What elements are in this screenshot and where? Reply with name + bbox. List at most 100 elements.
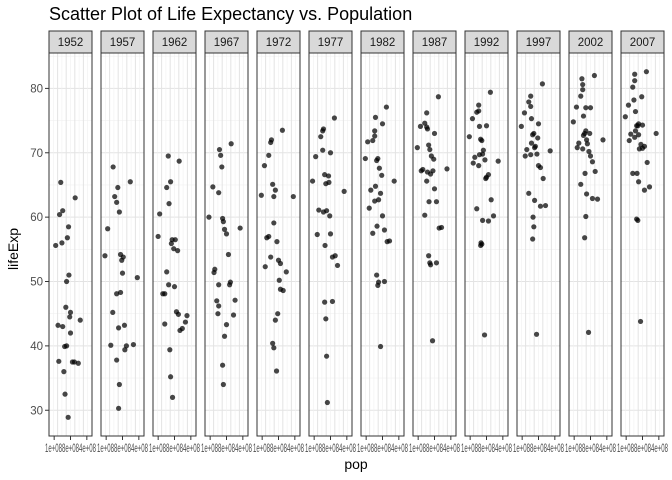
data-point xyxy=(574,145,580,151)
data-point xyxy=(323,316,329,322)
data-point xyxy=(584,137,590,143)
data-point xyxy=(102,253,108,259)
data-point xyxy=(309,178,316,184)
data-point xyxy=(220,381,226,388)
data-point xyxy=(431,130,438,137)
data-point xyxy=(175,311,181,317)
y-axis-title: lifeExp xyxy=(5,228,21,270)
facet-strip-label: 1987 xyxy=(422,37,448,49)
facet-panel-1962: 1962 1e+088e+084e+08 xyxy=(149,30,200,455)
data-point xyxy=(120,254,126,260)
x-tick-label: 1e+088e+084e+08 xyxy=(45,443,96,455)
data-point xyxy=(537,164,544,171)
x-tick-label: 1e+088e+084e+08 xyxy=(617,443,668,455)
data-point xyxy=(483,123,490,129)
data-point xyxy=(277,286,284,292)
data-point xyxy=(374,272,380,278)
facet-panel-1952: 1952 1e+088e+084e+08 xyxy=(45,30,96,455)
data-point xyxy=(272,187,278,193)
data-point xyxy=(221,226,228,232)
data-point xyxy=(431,186,438,192)
x-tick-label: 1e+088e+084e+08 xyxy=(253,443,304,455)
data-point xyxy=(320,147,326,153)
data-point xyxy=(483,175,489,182)
data-point xyxy=(417,123,424,129)
data-point xyxy=(64,278,70,285)
data-point xyxy=(116,381,122,388)
data-point xyxy=(271,193,277,200)
data-point xyxy=(341,188,347,194)
data-point xyxy=(266,152,272,158)
data-point xyxy=(167,347,173,353)
data-point xyxy=(470,160,476,166)
data-point xyxy=(214,298,220,304)
data-point xyxy=(424,110,430,116)
data-point xyxy=(63,304,69,310)
data-point xyxy=(372,133,378,139)
data-point xyxy=(528,152,534,158)
data-point xyxy=(420,166,426,173)
facet-strip-label: 1997 xyxy=(526,37,552,49)
data-point xyxy=(424,169,431,175)
data-point xyxy=(480,147,486,153)
x-tick-label: 1e+088e+084e+08 xyxy=(565,443,616,455)
data-point xyxy=(430,168,436,174)
data-point xyxy=(466,134,472,140)
data-point xyxy=(533,331,540,337)
data-point xyxy=(377,343,384,350)
data-point xyxy=(75,360,81,366)
y-tick-label: 40 xyxy=(30,341,43,353)
data-point xyxy=(261,163,268,169)
data-point xyxy=(220,362,226,368)
data-point xyxy=(637,318,644,325)
data-point xyxy=(127,179,133,185)
data-point xyxy=(431,156,437,162)
data-point xyxy=(379,121,386,127)
data-point xyxy=(327,213,333,219)
data-point xyxy=(653,130,659,137)
data-point xyxy=(587,130,593,137)
data-point xyxy=(482,157,488,163)
data-point xyxy=(424,178,430,184)
data-point xyxy=(164,184,170,191)
facet-panel-1967: 1967 1e+088e+084e+08 xyxy=(201,30,252,455)
data-point xyxy=(115,184,121,191)
data-point xyxy=(600,137,606,143)
data-point xyxy=(66,272,72,278)
data-point xyxy=(56,211,63,218)
data-point xyxy=(522,153,528,159)
data-point xyxy=(327,231,334,237)
data-point xyxy=(218,152,224,158)
data-point xyxy=(165,153,171,159)
data-point xyxy=(273,368,280,374)
data-point xyxy=(626,137,632,144)
facet-panel-1957: 1957 1e+088e+084e+08 xyxy=(97,30,148,455)
data-point xyxy=(636,121,642,127)
data-point xyxy=(318,134,324,140)
x-tick-label: 1e+088e+084e+08 xyxy=(409,443,460,455)
data-point xyxy=(587,105,594,111)
data-point xyxy=(578,181,584,187)
facet-strip-label: 1982 xyxy=(370,37,396,49)
data-point xyxy=(168,240,174,247)
data-point xyxy=(379,213,386,219)
data-point xyxy=(488,197,494,203)
data-point xyxy=(327,150,334,156)
data-point xyxy=(424,124,430,130)
data-point xyxy=(58,179,64,185)
facet-panel-2002: 2002 1e+088e+084e+08 xyxy=(565,30,616,455)
data-point xyxy=(216,190,222,196)
data-point xyxy=(270,181,276,187)
data-point xyxy=(639,94,645,100)
data-point xyxy=(271,220,277,226)
data-point xyxy=(110,309,116,316)
data-point xyxy=(375,155,381,162)
data-point xyxy=(376,197,382,203)
y-tick-label: 60 xyxy=(30,212,43,224)
x-tick-label: 1e+088e+084e+08 xyxy=(97,443,148,455)
data-point xyxy=(580,81,586,88)
data-point xyxy=(530,236,536,242)
x-tick-label: 1e+088e+084e+08 xyxy=(513,443,564,455)
data-point xyxy=(586,148,592,155)
data-point xyxy=(476,163,482,169)
